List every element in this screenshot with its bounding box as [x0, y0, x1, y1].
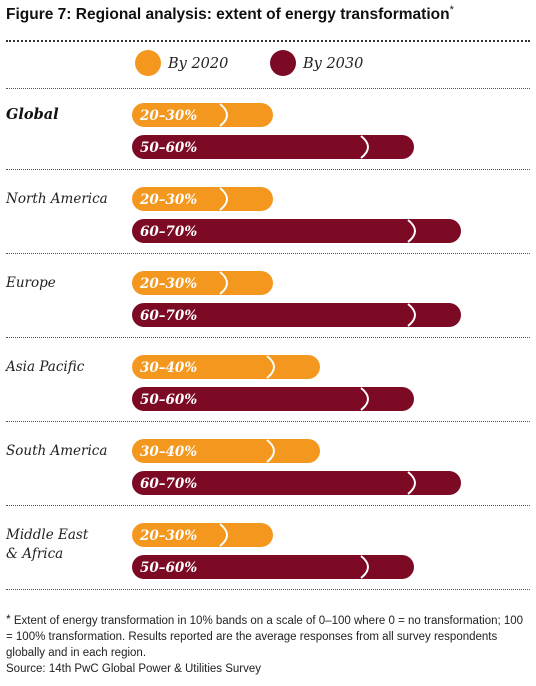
bar-north-america-by-2030-label: 60–70% — [140, 224, 197, 240]
bar-europe-by-2020-label: 20–30% — [139, 276, 197, 292]
bar-asia-pacific-by-2030 — [132, 387, 414, 411]
bar-global-by-2030-label: 50–60% — [140, 140, 197, 156]
bar-south-america-by-2020-band-marker — [266, 439, 275, 463]
bar-south-america-by-2030-label: 60–70% — [140, 476, 197, 492]
region-label-global: Global — [6, 106, 59, 123]
bar-north-america-by-2020 — [132, 187, 273, 211]
bar-asia-pacific-by-2020-label: 30–40% — [140, 360, 197, 376]
bar-asia-pacific-by-2030-label: 50–60% — [140, 392, 197, 408]
bar-global-by-2020-label: 20–30% — [139, 108, 197, 124]
bar-north-america-by-2020-label: 20–30% — [139, 192, 197, 208]
region-label-asia-pacific: Asia Pacific — [4, 359, 85, 375]
bar-asia-pacific-by-2030-band-marker — [360, 387, 369, 411]
legend-label-by-2020: By 2020 — [167, 56, 228, 72]
bar-europe-by-2020 — [132, 271, 273, 295]
bar-middle-east-and-africa-by-2020 — [132, 523, 273, 547]
region-label-north-america: North America — [5, 191, 108, 207]
bar-middle-east-and-africa-by-2020-band-marker — [219, 523, 228, 547]
bar-global-by-2030-band-marker — [360, 135, 369, 159]
bar-europe-by-2020-band-marker — [219, 271, 228, 295]
footnote-text: Extent of energy transformation in 10% b… — [6, 615, 524, 659]
bar-south-america-by-2030 — [132, 471, 461, 495]
legend-marker-by-2020 — [135, 50, 161, 76]
bar-asia-pacific-by-2020-band-marker — [266, 355, 275, 379]
title-footnote-marker: * — [449, 3, 454, 16]
regional-chart: By 2020 By 2030 Global 20–30% 50–60% North Am… — [4, 50, 461, 579]
bar-south-america-by-2030-band-marker — [407, 471, 416, 495]
separator-rule — [6, 337, 530, 338]
separator-rule — [6, 253, 530, 254]
source-note: Source: 14th PwC Global Power & Utilitie… — [6, 663, 262, 675]
bar-global-by-2020-band-marker — [219, 103, 228, 127]
footnote: * Extent of energy transformation in 10%… — [6, 612, 530, 661]
region-label-south-america: South America — [6, 443, 107, 459]
bar-global-by-2020 — [132, 103, 273, 127]
region-label-europe: Europe — [5, 275, 56, 291]
legend-label-by-2030: By 2030 — [302, 56, 363, 72]
bar-middle-east-and-africa-by-2030-label: 50–60% — [140, 560, 197, 576]
bar-north-america-by-2020-band-marker — [219, 187, 228, 211]
bar-europe-by-2030-band-marker — [407, 303, 416, 327]
bar-global-by-2030 — [132, 135, 414, 159]
bar-middle-east-and-africa-by-2030 — [132, 555, 414, 579]
separator-rule — [6, 169, 530, 170]
chart-title: Figure 7: Regional analysis: extent of e… — [6, 3, 454, 23]
bar-north-america-by-2030 — [132, 219, 461, 243]
bar-europe-by-2030-label: 60–70% — [140, 308, 197, 324]
separator-rule — [6, 589, 530, 590]
bar-middle-east-and-africa-by-2030-band-marker — [360, 555, 369, 579]
bar-north-america-by-2030-band-marker — [407, 219, 416, 243]
bar-south-america-by-2020-label: 30–40% — [140, 444, 197, 460]
separator-rule — [6, 505, 530, 506]
legend-marker-by-2030 — [270, 50, 296, 76]
bar-europe-by-2030 — [132, 303, 461, 327]
separator-rule — [6, 88, 530, 89]
bar-middle-east-and-africa-by-2020-label: 20–30% — [139, 528, 197, 544]
separator-rule — [6, 421, 530, 422]
footnote-marker: * — [6, 612, 11, 626]
title-rule — [6, 40, 530, 42]
region-label-middle-east-and-africa: Middle East & Africa — [5, 527, 89, 562]
